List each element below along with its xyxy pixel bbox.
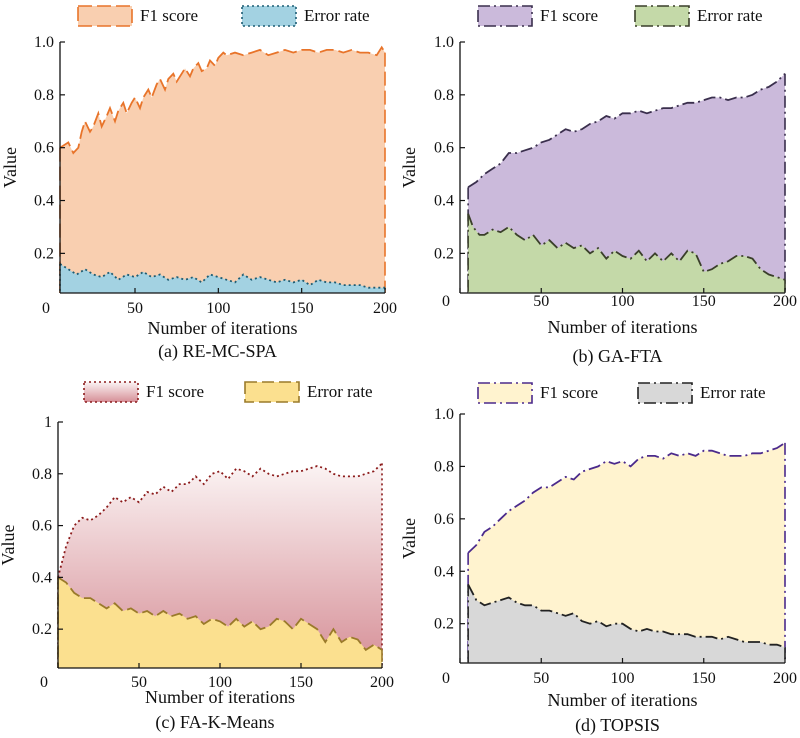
x-tick-label: 100 bbox=[611, 293, 635, 310]
series-line-error-rate bbox=[467, 213, 786, 281]
series-area-f1-score bbox=[60, 47, 385, 293]
y-tick-label: 0.2 bbox=[434, 616, 454, 633]
chart-caption: (b) GA-FTA bbox=[572, 346, 662, 367]
y-axis-label: Value bbox=[0, 147, 20, 188]
y-tick-label: 0.6 bbox=[32, 518, 52, 535]
x-axis-label: Number of iterations bbox=[548, 317, 698, 337]
series-area-error-rate bbox=[468, 213, 785, 293]
chart-panel-0: 0.2 0.4 0.6 0.8 1.0 0 50 100 150 200 Number of ite… bbox=[0, 5, 397, 362]
series-area-f1-score bbox=[468, 73, 785, 293]
y-tick-label: 0.6 bbox=[434, 140, 454, 157]
x-tick-label: 150 bbox=[289, 674, 313, 691]
x-tick-label: 100 bbox=[206, 300, 230, 317]
x-tick-label: 0 bbox=[442, 293, 450, 310]
y-tick-label: 0.8 bbox=[434, 87, 454, 104]
x-tick-label: 0 bbox=[442, 670, 450, 687]
series-area-error-rate bbox=[60, 263, 385, 293]
x-tick-label: 200 bbox=[373, 300, 397, 317]
chart-caption: (a) RE-MC-SPA bbox=[158, 341, 277, 362]
x-tick-label: 100 bbox=[208, 674, 232, 691]
y-tick-label: 0.8 bbox=[34, 87, 54, 104]
legend-label: F1 score bbox=[146, 382, 204, 401]
series-line-error-rate bbox=[57, 576, 383, 652]
y-tick-label: 0.2 bbox=[434, 245, 454, 262]
y-axis-label: Value bbox=[399, 518, 419, 559]
x-tick-label: 50 bbox=[131, 674, 147, 691]
legend-label: F1 score bbox=[540, 383, 598, 402]
legend-swatch bbox=[77, 5, 133, 27]
y-tick-label: 1.0 bbox=[34, 34, 54, 51]
x-tick-label: 50 bbox=[533, 293, 549, 310]
y-tick-label: 0.4 bbox=[34, 193, 54, 210]
chart-panel-1: 0.2 0.4 0.6 0.8 1.0 0 50 100 150 200 Number of ite… bbox=[399, 5, 797, 367]
legend-swatch bbox=[637, 382, 693, 404]
chart-caption: (c) FA-K-Means bbox=[155, 712, 274, 733]
chart-panel-2: 0.2 0.4 0.6 0.8 1 0 50 100 150 200 Number of itera… bbox=[0, 381, 394, 733]
x-tick-label: 200 bbox=[773, 293, 797, 310]
x-tick-label: 200 bbox=[773, 670, 797, 687]
y-tick-label: 0.6 bbox=[434, 511, 454, 528]
legend-label: Error rate bbox=[307, 382, 373, 401]
y-tick-label: 0.4 bbox=[434, 563, 454, 580]
x-tick-label: 150 bbox=[692, 293, 716, 310]
legend-label: F1 score bbox=[540, 6, 598, 25]
series-area-error-rate bbox=[468, 584, 785, 663]
y-tick-label: 0.2 bbox=[34, 245, 54, 262]
series-line-f1-score bbox=[467, 442, 786, 554]
series-area-error-rate bbox=[58, 577, 382, 668]
x-tick-label: 0 bbox=[42, 300, 50, 317]
y-tick-label: 0.8 bbox=[434, 458, 454, 475]
y-tick-label: 0.6 bbox=[34, 140, 54, 157]
x-tick-label: 50 bbox=[127, 300, 143, 317]
legend-swatch bbox=[244, 381, 300, 403]
x-tick-label: 150 bbox=[692, 670, 716, 687]
y-tick-label: 1 bbox=[44, 414, 52, 431]
legend-label: F1 score bbox=[140, 6, 198, 25]
x-tick-label: 200 bbox=[370, 674, 394, 691]
chart-panel-3: 0.2 0.4 0.6 0.8 1.0 0 50 100 150 200 Number of ite… bbox=[399, 382, 797, 736]
x-axis-label: Number of iterations bbox=[548, 690, 698, 710]
series-line-f1-score bbox=[467, 73, 786, 189]
y-tick-label: 0.2 bbox=[32, 621, 52, 638]
legend-swatch bbox=[477, 382, 533, 404]
legend-swatch bbox=[634, 5, 690, 27]
y-tick-label: 1.0 bbox=[434, 406, 454, 423]
series-line-error-rate bbox=[467, 583, 786, 649]
y-tick-label: 0.8 bbox=[32, 466, 52, 483]
legend-label: Error rate bbox=[697, 6, 763, 25]
legend-label: Error rate bbox=[700, 383, 766, 402]
chart-caption: (d) TOPSIS bbox=[575, 715, 660, 736]
x-tick-label: 0 bbox=[40, 674, 48, 691]
x-tick-label: 100 bbox=[611, 670, 635, 687]
y-tick-label: 1.0 bbox=[434, 34, 454, 51]
x-tick-label: 50 bbox=[533, 670, 549, 687]
series-line-f1-score bbox=[59, 45, 386, 155]
legend-label: Error rate bbox=[304, 6, 370, 25]
legend-swatch bbox=[241, 5, 297, 27]
y-axis-label: Value bbox=[0, 524, 18, 565]
legend-swatch bbox=[477, 5, 533, 27]
series-line-error-rate bbox=[59, 263, 385, 289]
y-tick-label: 0.4 bbox=[434, 193, 454, 210]
y-axis-label: Value bbox=[399, 147, 419, 188]
y-tick-label: 0.4 bbox=[32, 569, 52, 586]
x-axis-label: Number of iterations bbox=[145, 687, 295, 707]
legend-swatch bbox=[83, 381, 139, 403]
x-axis-label: Number of iterations bbox=[148, 318, 298, 338]
series-area-f1-score bbox=[468, 442, 785, 663]
x-tick-label: 150 bbox=[290, 300, 314, 317]
